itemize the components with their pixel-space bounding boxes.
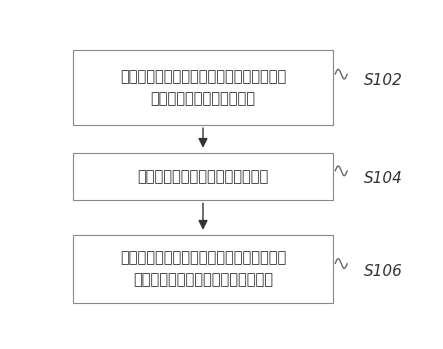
Text: S102: S102	[364, 73, 403, 88]
FancyBboxPatch shape	[73, 235, 334, 303]
FancyBboxPatch shape	[73, 50, 334, 125]
Text: 获取游戏剧本中的对话数据，以及与上述对
话数据对应的先验情绪特征: 获取游戏剧本中的对话数据，以及与上述对 话数据对应的先验情绪特征	[120, 69, 286, 106]
FancyBboxPatch shape	[73, 153, 334, 200]
Text: 确定上述对话数据的句子编码向量: 确定上述对话数据的句子编码向量	[137, 169, 268, 184]
Text: 识别上述先验情绪特征与上述句子编码向量
，得到上述对话数据的情绪识别结果: 识别上述先验情绪特征与上述句子编码向量 ，得到上述对话数据的情绪识别结果	[120, 250, 286, 288]
Text: S106: S106	[364, 264, 403, 279]
Text: S104: S104	[364, 171, 403, 186]
